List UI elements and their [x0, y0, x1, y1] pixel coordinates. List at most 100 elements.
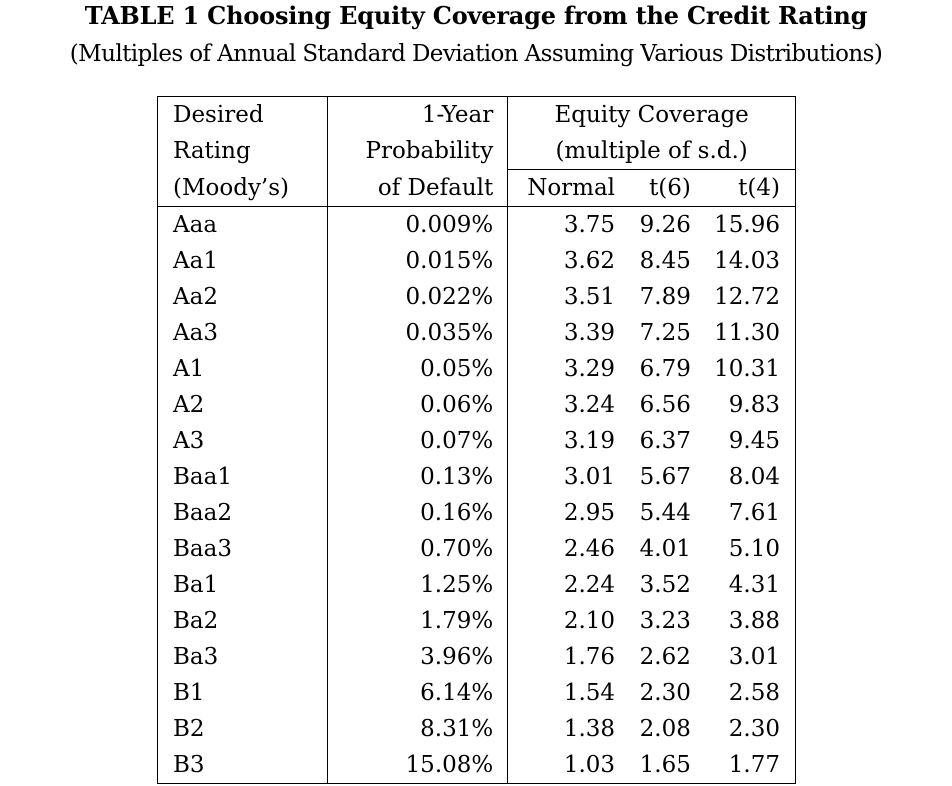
rating-cell: Ba3 — [157, 639, 328, 675]
normal-cell: 3.19 — [563, 428, 616, 454]
table-row: Aa3 0.035% 3.39 7.25 11.30 — [157, 315, 796, 351]
table-row: Ba3 3.96% 1.76 2.62 3.01 — [157, 639, 796, 675]
table-row: Baa1 0.13% 3.01 5.67 8.04 — [157, 459, 796, 495]
rating-cell: Baa1 — [157, 459, 328, 495]
t6-cell: 9.26 — [639, 212, 691, 238]
normal-cell: 1.54 — [563, 680, 616, 706]
rating-cell: Baa2 — [157, 495, 328, 531]
table-row: B1 6.14% 1.54 2.30 2.58 — [157, 675, 796, 711]
header-coverage-line-2: (multiple of s.d.) — [507, 133, 796, 170]
equity-coverage-table: Desired 1-Year Equity Coverage Rating Pr… — [157, 96, 796, 784]
rating-cell: Aaa — [157, 206, 328, 243]
normal-cell: 3.39 — [563, 320, 616, 346]
header-t4: t(4) — [690, 169, 796, 207]
t4-cell: 14.03 — [690, 243, 796, 279]
t6-cell: 7.89 — [639, 284, 691, 310]
header-rating-line-1: Desired — [157, 96, 328, 133]
t6-cell: 4.01 — [639, 536, 691, 562]
header-t6: t(6) — [615, 169, 691, 207]
header-probability-line-1: 1-Year — [327, 96, 509, 133]
t6-cell: 7.25 — [639, 320, 691, 346]
normal-cell: 2.24 — [563, 572, 616, 598]
t6-cell: 2.08 — [639, 716, 691, 742]
rating-cell: A2 — [157, 387, 328, 423]
probability-cell: 0.06% — [327, 387, 509, 423]
rating-cell: A1 — [157, 351, 328, 387]
normal-cell: 1.38 — [563, 716, 616, 742]
table-row: B3 15.08% 1.03 1.65 1.77 — [157, 747, 796, 784]
rating-cell: Ba2 — [157, 603, 328, 639]
header-rating-line-2: Rating — [157, 133, 328, 170]
table-row: A3 0.07% 3.19 6.37 9.45 — [157, 423, 796, 459]
normal-cell: 3.51 — [563, 284, 616, 310]
rating-cell: A3 — [157, 423, 328, 459]
t4-cell: 3.01 — [690, 639, 796, 675]
normal-cell: 3.75 — [563, 212, 616, 238]
probability-cell: 15.08% — [327, 747, 509, 784]
probability-cell: 0.13% — [327, 459, 509, 495]
t4-cell: 9.83 — [690, 387, 796, 423]
normal-cell: 1.03 — [507, 747, 616, 784]
header-row-3: (Moody’s) of Default Normal t(6) t(4) — [157, 169, 796, 207]
t6-cell: 2.30 — [639, 680, 691, 706]
t4-cell: 5.10 — [690, 531, 796, 567]
rating-cell: B2 — [157, 711, 328, 747]
table-row: Aa2 0.022% 3.51 7.89 12.72 — [157, 279, 796, 315]
normal-cell: 2.95 — [563, 500, 616, 526]
header-row-1: Desired 1-Year Equity Coverage — [157, 96, 796, 133]
t4-cell: 11.30 — [690, 315, 796, 351]
header-probability-line-2: Probability — [327, 133, 509, 170]
probability-cell: 0.05% — [327, 351, 509, 387]
table-row: Baa2 0.16% 2.95 5.44 7.61 — [157, 495, 796, 531]
t6-cell: 5.67 — [639, 464, 691, 490]
t4-cell: 2.30 — [690, 711, 796, 747]
table-row: Ba1 1.25% 2.24 3.52 4.31 — [157, 567, 796, 603]
t6-cell: 2.62 — [639, 644, 691, 670]
table-row: Aa1 0.015% 3.62 8.45 14.03 — [157, 243, 796, 279]
t6-cell: 1.65 — [615, 747, 691, 784]
normal-cell: 3.29 — [563, 356, 616, 382]
normal-cell: 2.46 — [563, 536, 616, 562]
t6-cell: 3.52 — [639, 572, 691, 598]
table-row: Baa3 0.70% 2.46 4.01 5.10 — [157, 531, 796, 567]
t4-cell: 2.58 — [690, 675, 796, 711]
rating-cell: Aa1 — [157, 243, 328, 279]
rating-cell: Baa3 — [157, 531, 328, 567]
normal-cell: 3.24 — [563, 392, 616, 418]
header-coverage-line-1: Equity Coverage — [507, 96, 796, 133]
rating-cell: B1 — [157, 675, 328, 711]
t4-cell: 12.72 — [690, 279, 796, 315]
probability-cell: 0.70% — [327, 531, 509, 567]
normal-cell: 1.76 — [563, 644, 616, 670]
probability-cell: 0.009% — [327, 206, 509, 243]
table-row: Aaa 0.009% 3.75 9.26 15.96 — [157, 206, 796, 243]
probability-cell: 8.31% — [327, 711, 509, 747]
t6-cell: 6.79 — [639, 356, 691, 382]
probability-cell: 0.035% — [327, 315, 509, 351]
t6-cell: 8.45 — [639, 248, 691, 274]
rating-cell: Aa3 — [157, 315, 328, 351]
header-probability-line-3: of Default — [327, 169, 509, 207]
normal-cell: 2.10 — [563, 608, 616, 634]
rating-cell: Aa2 — [157, 279, 328, 315]
table-subtitle: (Multiples of Annual Standard Deviation … — [69, 41, 883, 67]
t6-cell: 6.37 — [639, 428, 691, 454]
t4-cell: 8.04 — [690, 459, 796, 495]
rating-cell: B3 — [157, 747, 328, 784]
t4-cell: 3.88 — [690, 603, 796, 639]
t4-cell: 15.96 — [690, 206, 796, 243]
table-row: A2 0.06% 3.24 6.56 9.83 — [157, 387, 796, 423]
t4-cell: 10.31 — [690, 351, 796, 387]
t6-cell: 5.44 — [639, 500, 691, 526]
header-normal: Normal — [507, 169, 616, 207]
probability-cell: 6.14% — [327, 675, 509, 711]
t6-cell: 6.56 — [639, 392, 691, 418]
normal-cell: 3.01 — [563, 464, 616, 490]
table-title: TABLE 1 Choosing Equity Coverage from th… — [84, 1, 868, 30]
table-row: A1 0.05% 3.29 6.79 10.31 — [157, 351, 796, 387]
probability-cell: 3.96% — [327, 639, 509, 675]
probability-cell: 0.015% — [327, 243, 509, 279]
header-rating-line-3: (Moody’s) — [157, 169, 328, 207]
header-row-2: Rating Probability (multiple of s.d.) — [157, 133, 796, 170]
probability-cell: 0.022% — [327, 279, 509, 315]
